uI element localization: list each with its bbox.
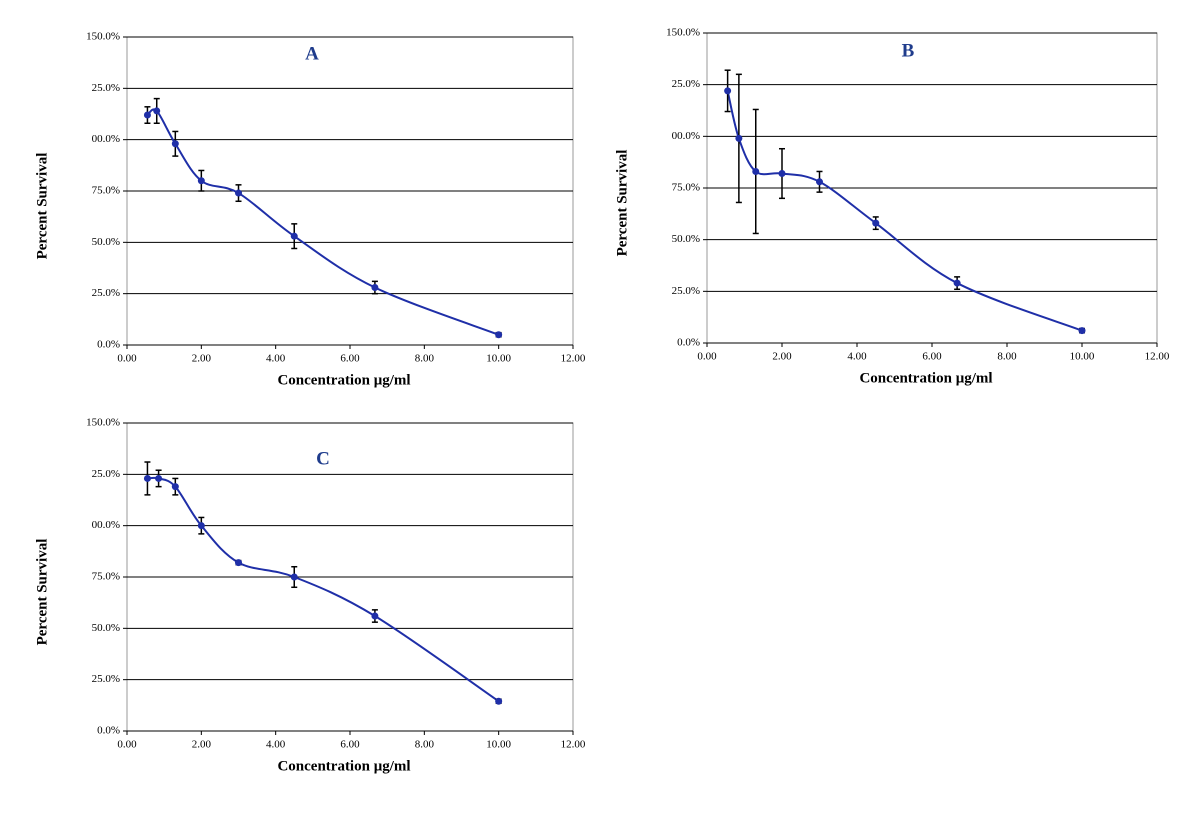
x-tick-label: 8.00 — [997, 351, 1017, 363]
x-tick-label: 10.00 — [486, 353, 511, 365]
x-tick-label: 2.00 — [192, 353, 212, 365]
point — [143, 474, 151, 482]
point — [371, 284, 379, 292]
x-tick-label: 0.00 — [117, 739, 137, 751]
x-tick-label: 12.00 — [561, 353, 586, 365]
y-tick-label: 00.0% — [672, 130, 700, 142]
chart-title: C — [316, 448, 330, 469]
point — [155, 474, 163, 482]
point — [290, 573, 298, 581]
point — [235, 559, 242, 567]
x-tick-label: 4.00 — [266, 739, 286, 751]
y-tick-label: 75.0% — [672, 182, 700, 194]
y-axis-label: Percent Survival — [34, 539, 50, 646]
point — [290, 232, 298, 240]
x-tick-label: 2.00 — [192, 739, 212, 751]
point — [171, 483, 179, 491]
y-tick-label: 50.0% — [672, 233, 700, 245]
x-tick-label: 6.00 — [922, 351, 942, 363]
y-tick-label: 150.0% — [86, 417, 120, 429]
point — [153, 107, 161, 115]
point — [171, 140, 179, 148]
x-tick-label: 4.00 — [266, 353, 286, 365]
x-tick-label: 4.00 — [847, 351, 867, 363]
y-tick-label: 50.0% — [92, 622, 120, 634]
x-axis-label: Concentration μg/ml — [277, 372, 410, 388]
point — [495, 697, 503, 705]
chart: 0.0% 25.0% 50.0% 75.0% 00.0% 25.0% 150.0% 0.00 2… — [614, 27, 1169, 387]
chart: 0.0% 25.0% 50.0% 75.0% 00.0% 25.0% 150.0% 0.00 2… — [34, 417, 585, 775]
y-tick-label: 0.0% — [677, 337, 700, 349]
chart-title: A — [305, 43, 319, 64]
y-tick-label: 150.0% — [666, 27, 700, 39]
point — [197, 522, 205, 530]
point — [1078, 327, 1086, 335]
point — [872, 219, 880, 227]
y-tick-label: 75.0% — [92, 571, 120, 583]
y-axis-label: Percent Survival — [614, 150, 630, 257]
point — [197, 177, 205, 185]
y-tick-label: 25.0% — [92, 82, 120, 94]
x-tick-label: 0.00 — [697, 351, 717, 363]
point — [778, 170, 786, 178]
y-tick-label: 75.0% — [92, 185, 120, 197]
x-tick-label: 6.00 — [340, 353, 360, 365]
y-tick-label: 25.0% — [92, 673, 120, 685]
y-tick-label: 00.0% — [92, 133, 120, 145]
y-tick-label: 0.0% — [97, 725, 120, 737]
y-tick-label: 25.0% — [672, 285, 700, 297]
x-tick-label: 8.00 — [415, 739, 435, 751]
x-tick-label: 8.00 — [415, 353, 435, 365]
x-axis-label: Concentration μg/ml — [859, 370, 992, 386]
point — [816, 178, 823, 186]
x-axis-label: Concentration μg/ml — [277, 758, 410, 774]
point — [371, 612, 379, 620]
point — [752, 167, 760, 175]
point — [724, 87, 732, 95]
point — [495, 331, 503, 339]
y-tick-label: 0.0% — [97, 339, 120, 351]
chart: 0.0% 25.0% 50.0% 75.0% 00.0% 25.0% 150.0% 0.00 2… — [34, 31, 585, 389]
point — [143, 111, 151, 119]
y-tick-label: 25.0% — [92, 287, 120, 299]
y-tick-label: 50.0% — [92, 236, 120, 248]
point — [735, 134, 743, 142]
x-tick-label: 0.00 — [117, 353, 137, 365]
x-tick-label: 12.00 — [1145, 351, 1170, 363]
y-tick-label: 25.0% — [672, 78, 700, 90]
x-tick-label: 10.00 — [486, 739, 511, 751]
x-tick-label: 2.00 — [772, 351, 792, 363]
x-tick-label: 10.00 — [1070, 351, 1095, 363]
point — [235, 189, 242, 197]
x-tick-label: 6.00 — [340, 739, 360, 751]
point — [953, 279, 961, 287]
x-tick-label: 12.00 — [561, 739, 586, 751]
chart-title: B — [902, 40, 915, 61]
y-tick-label: 150.0% — [86, 31, 120, 43]
y-tick-label: 00.0% — [92, 519, 120, 531]
y-tick-label: 25.0% — [92, 468, 120, 480]
y-axis-label: Percent Survival — [34, 153, 50, 260]
